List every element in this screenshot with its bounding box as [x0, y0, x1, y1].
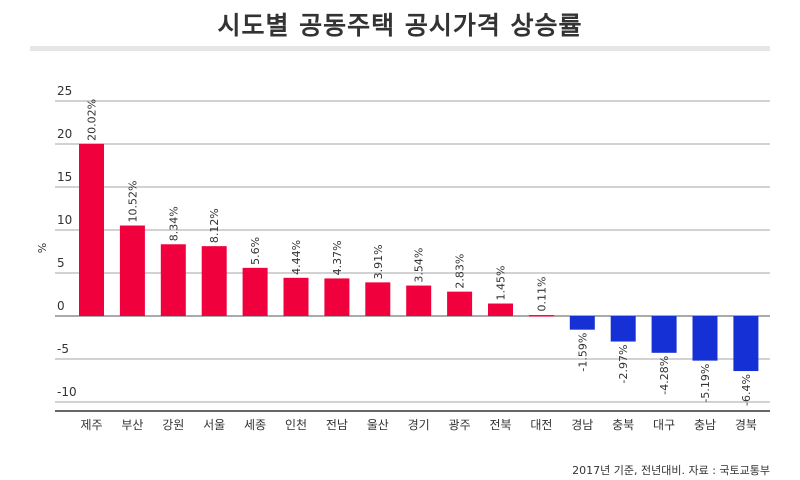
bar [324, 278, 350, 316]
x-tick-label: 인천 [285, 417, 307, 432]
bar [447, 291, 473, 316]
x-tick-label: 충북 [612, 418, 634, 432]
bar-value-label: 1.45% [495, 266, 508, 301]
bar-value-label: -5.19% [699, 364, 712, 403]
y-tick-label: 20 [57, 127, 72, 141]
bar-value-label: 10.52% [126, 181, 139, 223]
bar [569, 316, 595, 330]
bar-value-label: 4.37% [331, 240, 344, 275]
bar [488, 303, 513, 316]
x-tick-label: 전북 [489, 418, 511, 432]
chart-title: 시도별 공동주택 공시가격 상승률 [217, 11, 583, 40]
x-tick-labels: 제주 부산 강원 서울 세종 인천 전남 울산 경기 광주 전북 대전 경남 충북 대구 충남 경북 [80, 417, 756, 432]
bar-value-label: 20.02% [86, 99, 99, 141]
bar [365, 282, 391, 316]
y-tick-label: 0 [57, 299, 65, 313]
y-tick-label: 25 [57, 84, 72, 98]
y-tick-label: 15 [57, 170, 72, 184]
x-tick-label: 경남 [571, 418, 593, 432]
bar-value-label: -4.28% [658, 356, 671, 395]
bars [79, 143, 759, 372]
x-tick-label: 광주 [449, 418, 471, 432]
bar-value-label: 8.34% [167, 206, 180, 241]
bar-value-label: -6.4% [740, 374, 753, 406]
x-tick-label: 충남 [694, 418, 716, 432]
bar-value-label: 2.83% [454, 254, 467, 289]
bar [119, 225, 145, 316]
bar-value-label: -1.59% [576, 333, 589, 372]
bar [692, 316, 718, 361]
bar [283, 277, 309, 316]
x-tick-label: 제주 [80, 418, 102, 432]
x-tick-label: 경기 [408, 418, 430, 432]
bar-value-label: -2.97% [617, 345, 630, 384]
bar-value-labels: 20.02% 10.52% 8.34% 8.12% 5.6% 4.44% 4.37% 3.91… [86, 99, 753, 406]
x-tick-label: 경북 [735, 418, 757, 432]
x-tick-label: 대전 [530, 418, 552, 432]
x-tick-label: 전남 [326, 418, 348, 432]
bar [406, 285, 432, 316]
bar [528, 315, 554, 317]
x-tick-label: 울산 [367, 418, 389, 432]
y-tick-label: -10 [57, 385, 77, 399]
x-tick-label: 서울 [203, 418, 225, 432]
y-tick-label: -5 [57, 342, 69, 356]
bar [79, 143, 104, 316]
bar [160, 244, 186, 316]
y-tick-labels: 25 20 15 10 5 0 -5 -10 [57, 84, 77, 399]
x-tick-label: 강원 [162, 418, 184, 432]
title-divider [30, 46, 770, 51]
bar-value-label: 5.6% [249, 237, 262, 265]
bar-value-label: 8.12% [208, 208, 221, 243]
bar [242, 267, 268, 316]
bar [201, 246, 227, 316]
y-tick-label: 10 [57, 213, 72, 227]
source-note: 2017년 기준, 전년대비. 자료 : 국토교통부 [572, 464, 770, 477]
x-tick-label: 부산 [121, 418, 143, 432]
bar-value-label: 3.91% [372, 244, 385, 279]
bar [651, 316, 677, 353]
x-tick-label: 대구 [653, 418, 675, 432]
y-tick-label: 5 [57, 256, 65, 270]
bar [733, 316, 759, 372]
x-tick-label: 세종 [244, 418, 266, 432]
bar-value-label: 4.44% [290, 240, 303, 275]
bar-value-label: 3.54% [413, 248, 426, 283]
bar [610, 316, 636, 342]
bar-value-label: 0.11% [535, 277, 548, 312]
y-axis-label: % [36, 243, 49, 253]
